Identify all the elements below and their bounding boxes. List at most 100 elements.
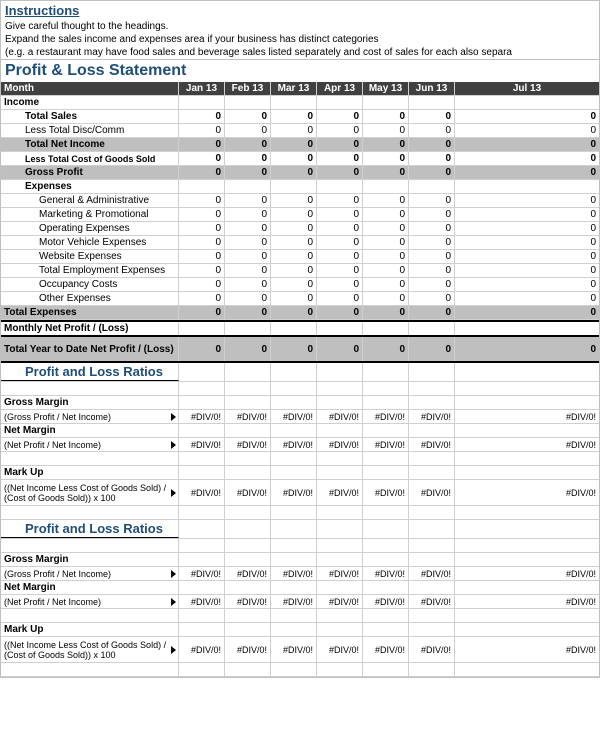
blank-row	[1, 609, 599, 623]
ratio-value: #DIV/0!	[271, 567, 317, 580]
expense-value: 0	[409, 264, 455, 277]
ratio-value: #DIV/0!	[317, 438, 363, 451]
ratio-sublabel: (Gross Profit / Net Income)	[1, 410, 179, 423]
expense-value: 0	[455, 250, 599, 263]
total-expenses-row: Total Expenses 0 0 0 0 0 0 0	[1, 306, 599, 320]
month-label: Month	[1, 82, 179, 95]
expense-value: 0	[317, 250, 363, 263]
ratio-value: #DIV/0!	[409, 438, 455, 451]
ratio-value: #DIV/0!	[317, 637, 363, 662]
instructions-line3: (e.g. a restaurant may have food sales a…	[1, 46, 599, 59]
instructions-line1: Give careful thought to the headings.	[1, 20, 599, 33]
expense-value: 0	[225, 278, 271, 291]
ratio-value: #DIV/0!	[225, 595, 271, 608]
expense-value: 0	[317, 264, 363, 277]
expense-label: Motor Vehicle Expenses	[1, 236, 179, 249]
instructions-line2: Expand the sales income and expenses are…	[1, 33, 599, 46]
ratio-value: #DIV/0!	[271, 410, 317, 423]
month-col-1: Feb 13	[225, 82, 271, 95]
month-col-5: Jun 13	[409, 82, 455, 95]
expense-value: 0	[225, 194, 271, 207]
ratio-value-row: (Net Profit / Net Income)#DIV/0!#DIV/0!#…	[1, 438, 599, 452]
ratio-value: #DIV/0!	[317, 567, 363, 580]
ratio-sublabel: (Net Profit / Net Income)	[1, 595, 179, 608]
expense-value: 0	[409, 208, 455, 221]
ratio-value: #DIV/0!	[363, 480, 409, 505]
expense-rows-container: General & Administrative0000000Marketing…	[1, 194, 599, 306]
ratio-value: #DIV/0!	[179, 567, 225, 580]
expand-icon[interactable]	[171, 441, 176, 449]
ratio-value: #DIV/0!	[179, 410, 225, 423]
expense-value: 0	[455, 222, 599, 235]
ratio-label-row: Gross Margin	[1, 553, 599, 567]
ratio-value: #DIV/0!	[271, 480, 317, 505]
expense-value: 0	[179, 236, 225, 249]
total-expenses-label: Total Expenses	[1, 306, 179, 319]
expense-row: Occupancy Costs0000000	[1, 278, 599, 292]
ratio-label: Net Margin	[1, 424, 179, 437]
expense-value: 0	[225, 208, 271, 221]
expand-icon[interactable]	[171, 489, 176, 497]
less-disc-label: Less Total Disc/Comm	[1, 124, 179, 137]
expense-value: 0	[363, 278, 409, 291]
ratio-label-row: Mark Up	[1, 623, 599, 637]
expense-row: Marketing & Promotional0000000	[1, 208, 599, 222]
month-header-row: Month Jan 13 Feb 13 Mar 13 Apr 13 May 13…	[1, 82, 599, 96]
ratio-value-row: ((Net Income Less Cost of Goods Sold) / …	[1, 480, 599, 506]
expense-value: 0	[317, 236, 363, 249]
expense-row: Website Expenses0000000	[1, 250, 599, 264]
expense-value: 0	[179, 292, 225, 305]
expense-value: 0	[409, 278, 455, 291]
expense-value: 0	[271, 222, 317, 235]
expense-value: 0	[455, 292, 599, 305]
ratio-label: Mark Up	[1, 466, 179, 479]
ratio-sublabel: ((Net Income Less Cost of Goods Sold) / …	[1, 480, 179, 505]
expand-icon[interactable]	[171, 570, 176, 578]
expense-value: 0	[409, 236, 455, 249]
ratio-label: Net Margin	[1, 581, 179, 594]
ratio-label: Gross Margin	[1, 396, 179, 409]
ratio-value: #DIV/0!	[363, 410, 409, 423]
expense-row: Other Expenses0000000	[1, 292, 599, 306]
monthly-net-row: Monthly Net Profit / (Loss)	[1, 320, 599, 337]
expense-value: 0	[179, 208, 225, 221]
expand-icon[interactable]	[171, 646, 176, 654]
expense-label: Other Expenses	[1, 292, 179, 305]
expense-value: 0	[363, 208, 409, 221]
expand-icon[interactable]	[171, 598, 176, 606]
expense-value: 0	[455, 264, 599, 277]
ratio-value: #DIV/0!	[179, 480, 225, 505]
blank-row	[1, 382, 599, 396]
expense-value: 0	[271, 236, 317, 249]
ratio-value: #DIV/0!	[271, 637, 317, 662]
expense-value: 0	[409, 250, 455, 263]
expense-value: 0	[317, 208, 363, 221]
ratio-value: #DIV/0!	[455, 438, 599, 451]
expense-value: 0	[455, 208, 599, 221]
expense-value: 0	[271, 250, 317, 263]
expense-value: 0	[225, 222, 271, 235]
ratio-value: #DIV/0!	[271, 438, 317, 451]
less-disc-row: Less Total Disc/Comm 0 0 0 0 0 0 0	[1, 124, 599, 138]
ratio-value: #DIV/0!	[409, 480, 455, 505]
expense-value: 0	[225, 292, 271, 305]
expense-label: Operating Expenses	[1, 222, 179, 235]
blank-row	[1, 539, 599, 553]
expense-value: 0	[363, 222, 409, 235]
less-cogs-row: Less Total Cost of Goods Sold 0 0 0 0 0 …	[1, 152, 599, 166]
expand-icon[interactable]	[171, 413, 176, 421]
expense-value: 0	[317, 222, 363, 235]
month-col-2: Mar 13	[271, 82, 317, 95]
ratio-value: #DIV/0!	[363, 438, 409, 451]
ratio-value: #DIV/0!	[317, 595, 363, 608]
ratio-value: #DIV/0!	[455, 637, 599, 662]
ratio-value: #DIV/0!	[317, 410, 363, 423]
expense-value: 0	[455, 194, 599, 207]
ratio-value-row: (Gross Profit / Net Income)#DIV/0!#DIV/0…	[1, 410, 599, 424]
gross-profit-row: Gross Profit 0 0 0 0 0 0 0	[1, 166, 599, 180]
monthly-net-label: Monthly Net Profit / (Loss)	[1, 322, 179, 335]
expense-value: 0	[271, 292, 317, 305]
ratio-sublabel: (Gross Profit / Net Income)	[1, 567, 179, 580]
ratio-value: #DIV/0!	[455, 595, 599, 608]
ratio-value-row: ((Net Income Less Cost of Goods Sold) / …	[1, 637, 599, 663]
